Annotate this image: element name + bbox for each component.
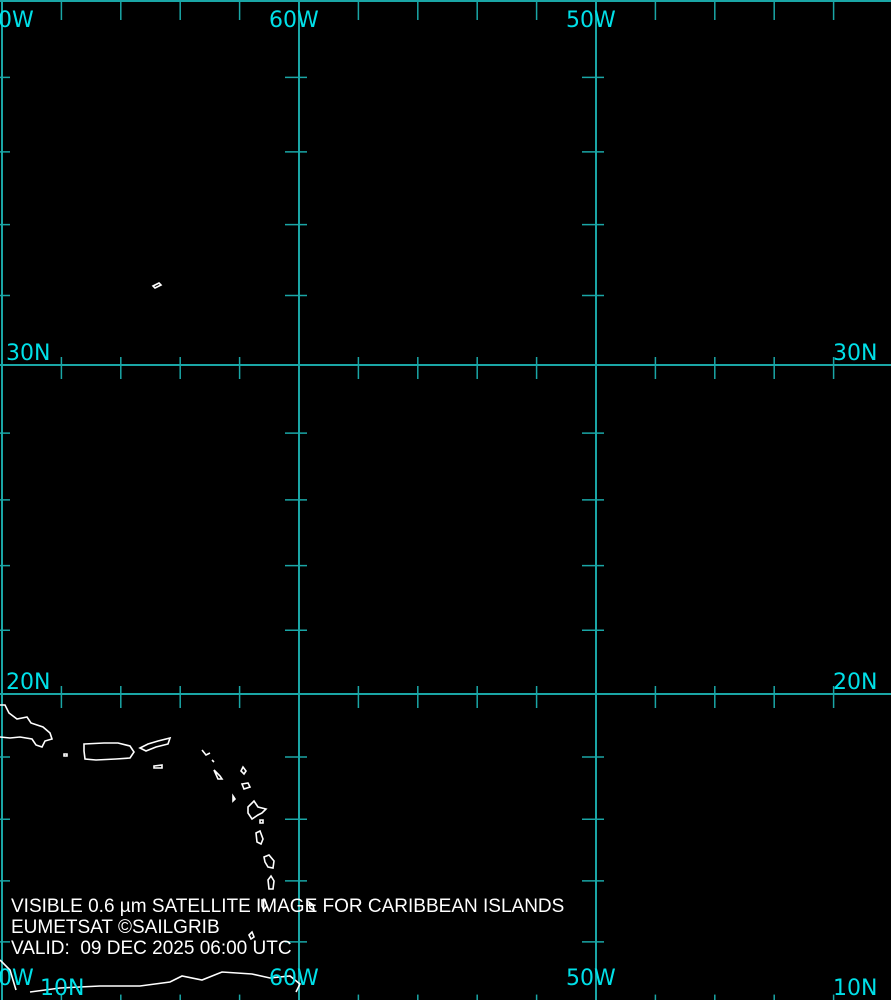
lon-label-50w-top: 50W [566,8,616,33]
coast-puerto-rico [83,742,135,761]
caption-credit: EUMETSAT ©SAILGRIB [11,917,220,938]
lat-label-20n-right: 20N [833,670,878,695]
lon-label-60w-top: 60W [269,8,319,33]
coast-st-vincent [267,874,275,890]
caption-title: VISIBLE 0.6 µm SATELLITE IMAGE FOR CARIB… [11,896,565,917]
coast-grenadines [248,899,268,941]
lat-label-10n-right: 10N [833,976,878,1000]
lon-label-50w-bottom: 50W [566,966,616,991]
lon-label-60w-bottom: 60W [269,966,319,991]
lat-label-10n-left: 10N [40,976,85,1000]
caption-valid-time: VALID: 09 DEC 2025 06:00 UTC [11,938,292,959]
coast-leeward-1 [201,749,237,803]
coast-st-lucia [263,854,275,869]
coast-virgin-islands [138,736,172,752]
coast-guadeloupe [240,765,252,790]
lat-label-30n-left: 30N [6,341,51,366]
coast-hispaniola [0,704,54,748]
lat-label-30n-right: 30N [833,341,878,366]
coast-bermuda [151,282,163,289]
coast-islet [63,753,163,769]
coast-south-america [0,959,302,993]
lon-label-70w-top: 70W [0,8,34,33]
coast-barbados [307,900,316,912]
lat-label-20n-left: 20N [6,670,51,695]
coast-dominica-area [247,799,268,824]
lon-label-70w-bottom: 70W [0,966,34,991]
coast-martinique [255,829,264,846]
